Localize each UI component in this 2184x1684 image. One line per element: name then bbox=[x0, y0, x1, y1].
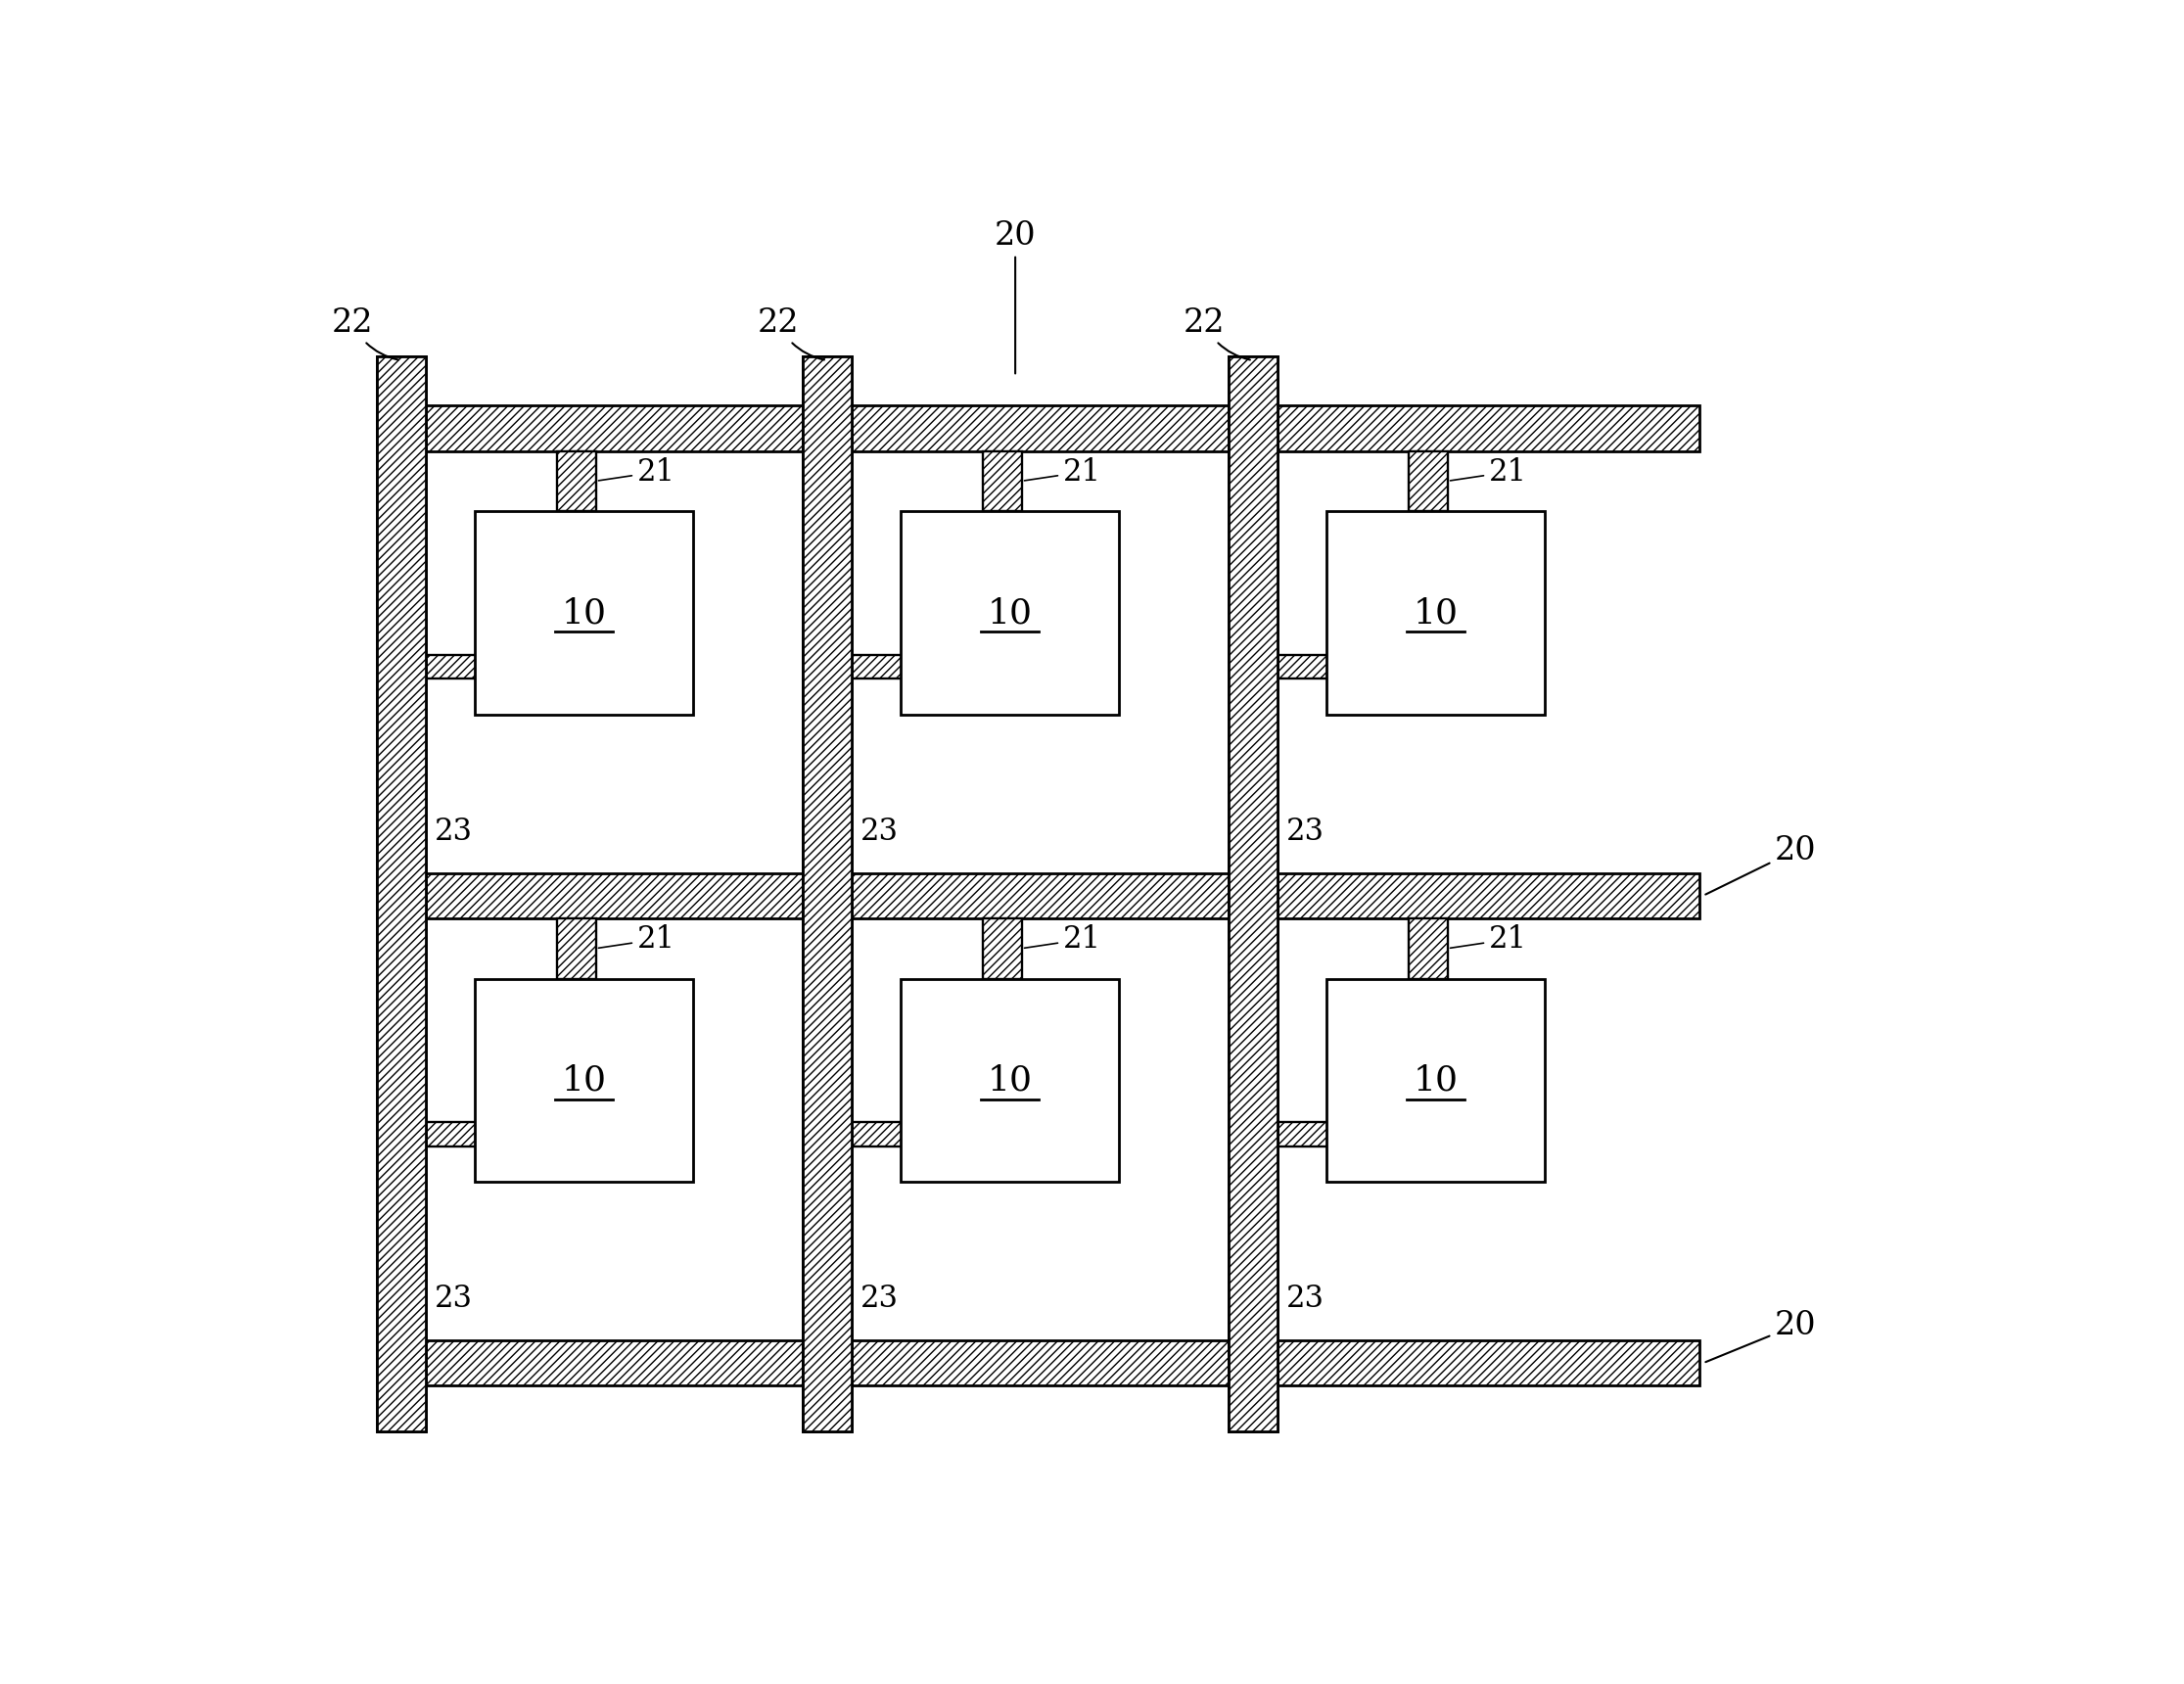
Bar bbox=[1227, 357, 1278, 1431]
Text: 10: 10 bbox=[561, 596, 607, 630]
Text: 21: 21 bbox=[1450, 925, 1527, 955]
Text: 10: 10 bbox=[1413, 1064, 1459, 1096]
Bar bbox=[426, 918, 802, 1340]
Bar bbox=[474, 512, 692, 714]
Text: 21: 21 bbox=[1450, 456, 1527, 487]
Bar bbox=[983, 918, 1022, 978]
Bar bbox=[1409, 451, 1448, 512]
Bar bbox=[376, 357, 426, 1431]
Text: 10: 10 bbox=[561, 1064, 607, 1096]
Text: 10: 10 bbox=[987, 1064, 1033, 1096]
Bar bbox=[557, 918, 596, 978]
Text: 10: 10 bbox=[987, 596, 1033, 630]
Bar bbox=[474, 978, 692, 1182]
Text: 23: 23 bbox=[1286, 817, 1324, 847]
Text: 23: 23 bbox=[860, 1283, 898, 1314]
Text: 23: 23 bbox=[435, 817, 472, 847]
Bar bbox=[376, 1340, 1699, 1386]
Bar bbox=[1278, 1122, 1337, 1147]
Bar bbox=[852, 918, 1227, 1340]
Bar bbox=[376, 872, 1699, 918]
Text: 21: 21 bbox=[1024, 456, 1101, 487]
Bar bbox=[852, 655, 911, 679]
Bar bbox=[1326, 512, 1544, 714]
Bar bbox=[852, 451, 1227, 872]
Bar bbox=[1409, 918, 1448, 978]
Bar bbox=[1326, 978, 1544, 1182]
Text: 21: 21 bbox=[598, 925, 675, 955]
Bar bbox=[802, 357, 852, 1431]
Bar bbox=[426, 451, 802, 872]
Text: 23: 23 bbox=[435, 1283, 472, 1314]
Text: 22: 22 bbox=[332, 306, 397, 360]
Text: 20: 20 bbox=[994, 221, 1035, 374]
Bar bbox=[376, 406, 1699, 451]
Bar bbox=[1278, 918, 1653, 1340]
Bar bbox=[900, 512, 1118, 714]
Text: 21: 21 bbox=[598, 456, 675, 487]
Bar bbox=[983, 451, 1022, 512]
Text: 21: 21 bbox=[1024, 925, 1101, 955]
Bar bbox=[426, 1122, 485, 1147]
Text: 20: 20 bbox=[1706, 835, 1817, 894]
Text: 23: 23 bbox=[1286, 1283, 1324, 1314]
Bar bbox=[426, 655, 485, 679]
Bar bbox=[900, 978, 1118, 1182]
Text: 23: 23 bbox=[860, 817, 898, 847]
Bar bbox=[802, 357, 852, 1431]
Bar bbox=[557, 451, 596, 512]
Text: 10: 10 bbox=[1413, 596, 1459, 630]
Bar bbox=[1227, 357, 1278, 1431]
Text: 20: 20 bbox=[1706, 1310, 1817, 1362]
Text: 22: 22 bbox=[1184, 306, 1249, 360]
Bar bbox=[1278, 451, 1653, 872]
Bar bbox=[1278, 655, 1337, 679]
Bar bbox=[376, 357, 426, 1431]
Text: 22: 22 bbox=[758, 306, 823, 360]
Bar bbox=[852, 1122, 911, 1147]
